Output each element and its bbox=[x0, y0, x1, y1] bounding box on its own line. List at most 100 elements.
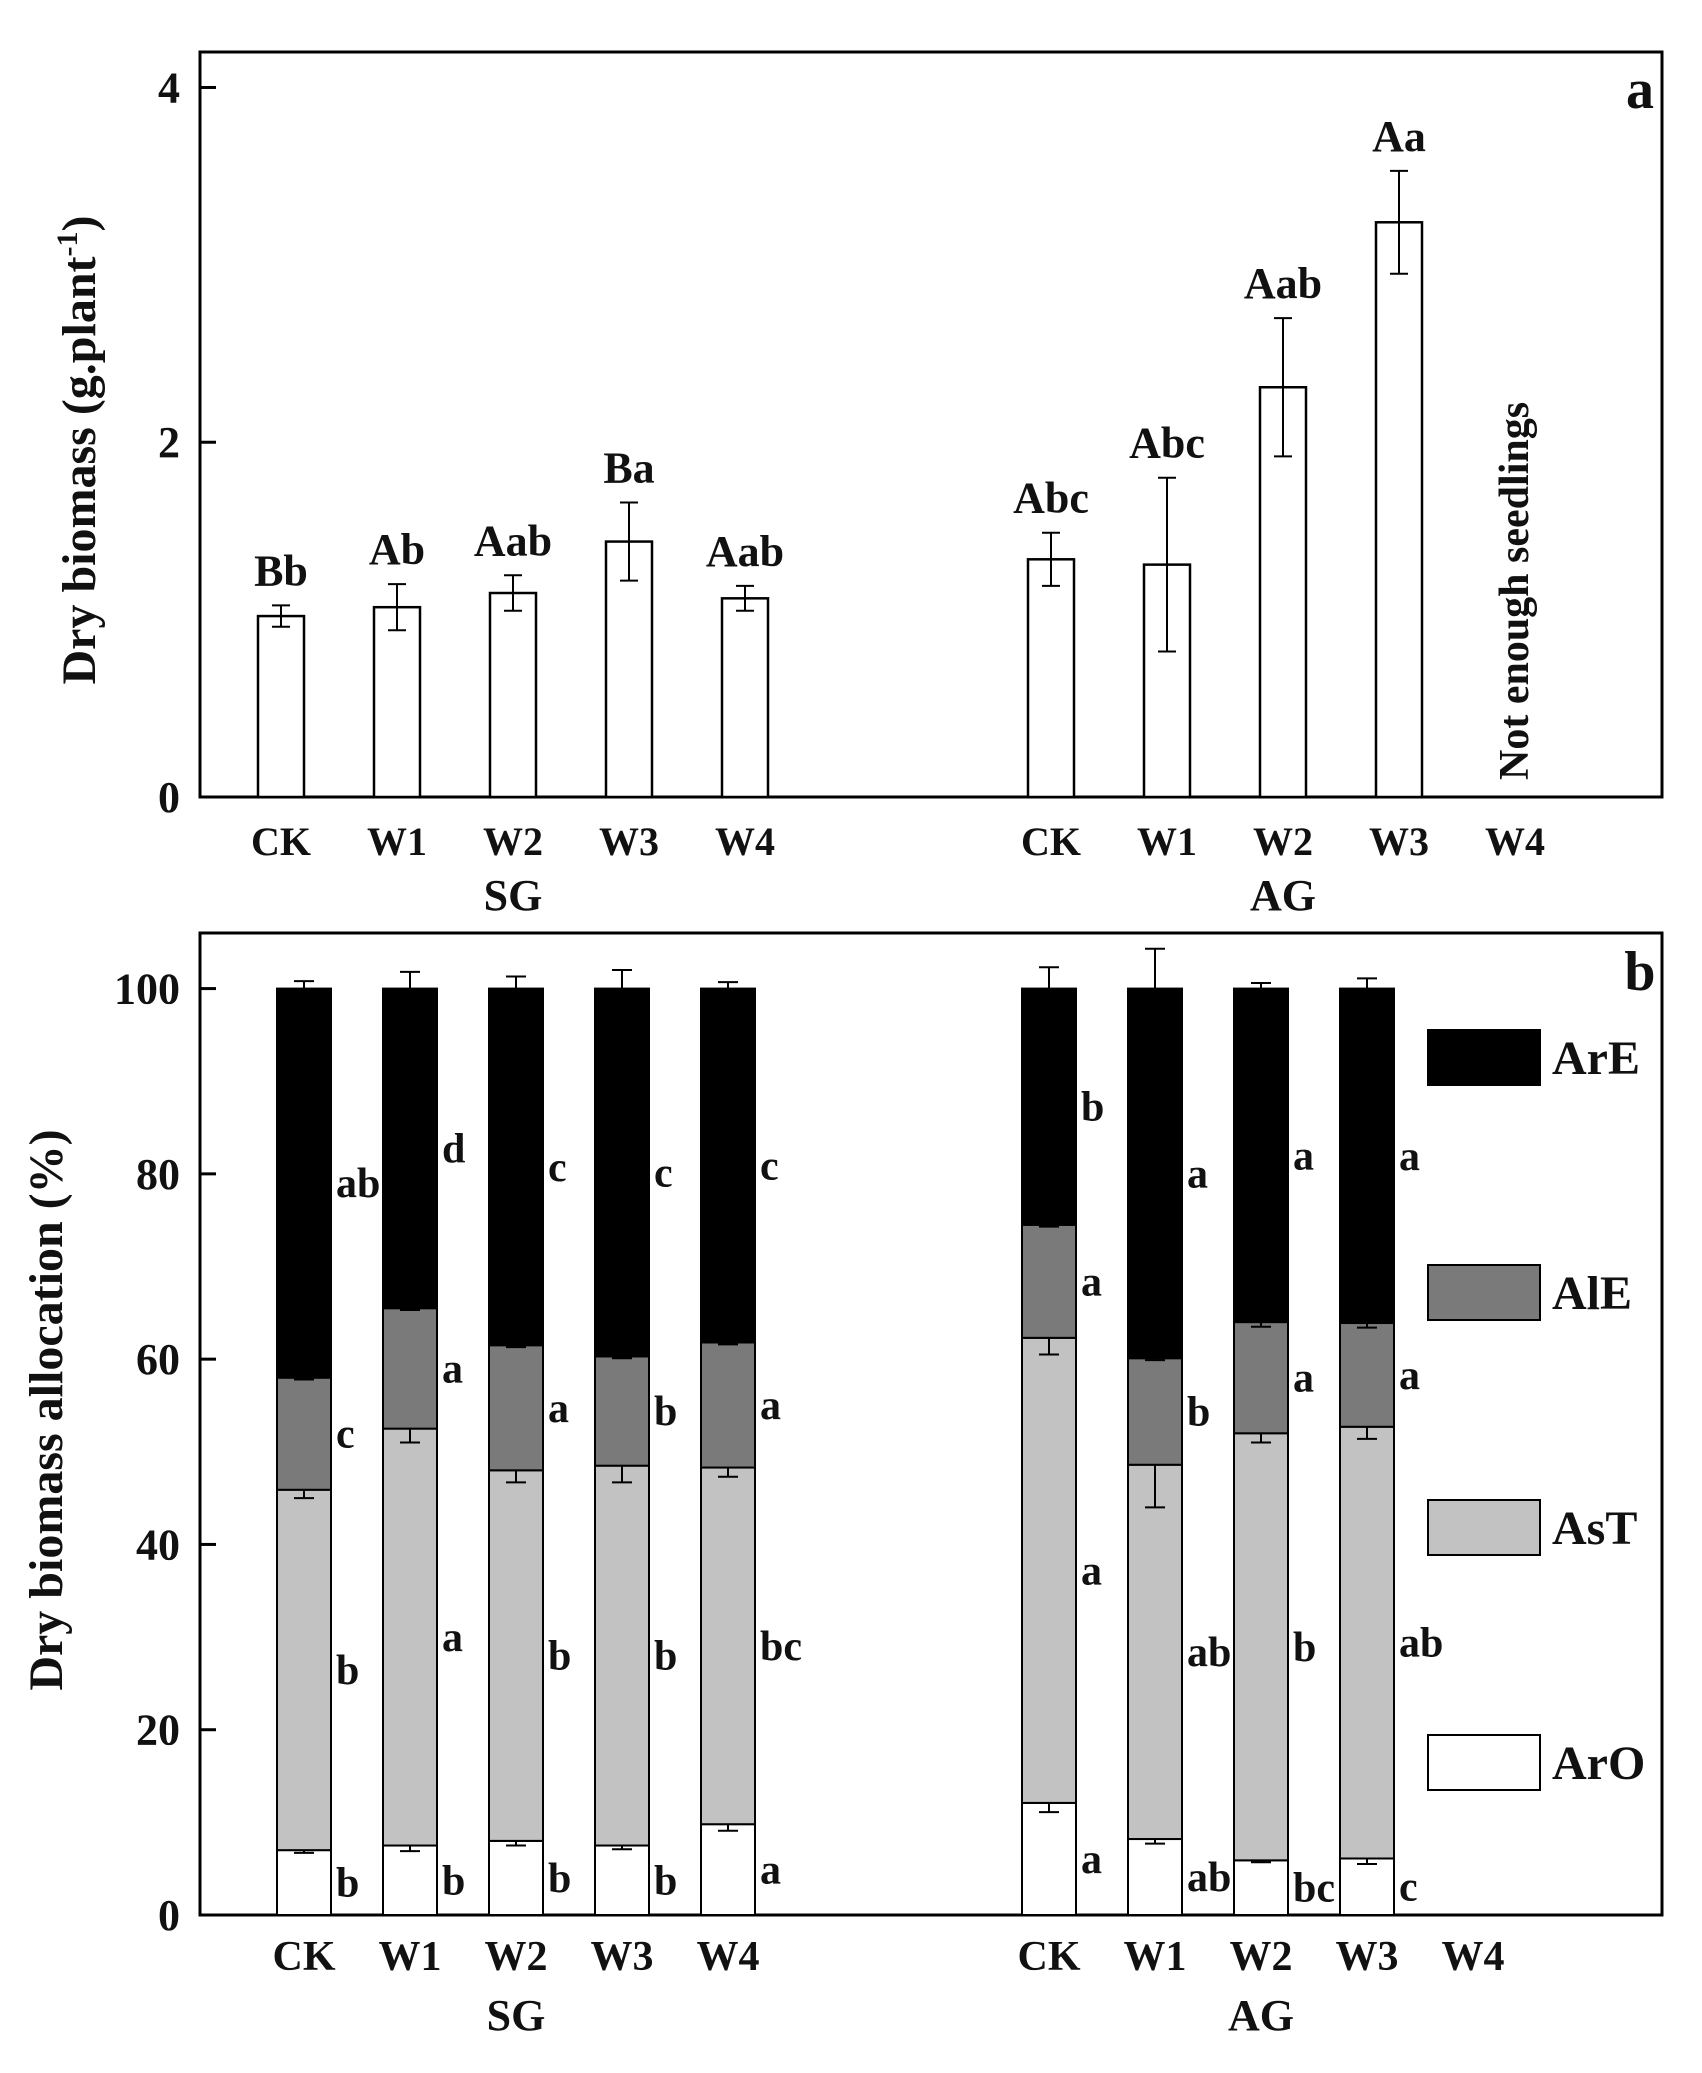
panel-b-significance-letter: c bbox=[336, 1412, 355, 1458]
panel-b-letter: b bbox=[1624, 941, 1655, 1003]
panel-b-y-tick-label: 100 bbox=[114, 965, 180, 1014]
panel-b-significance-letter: b bbox=[1187, 1389, 1210, 1435]
panel-b-significance-letter: b bbox=[654, 1858, 677, 1904]
panel-b-significance-letter: bc bbox=[1293, 1866, 1335, 1912]
svg-text:Dry biomass (g.plant-1): Dry biomass (g.plant-1) bbox=[51, 215, 106, 684]
panel-b-y-tick-label: 80 bbox=[136, 1150, 180, 1199]
panel-a-y-tick-label: 2 bbox=[158, 418, 180, 467]
legend-label-ast: AsT bbox=[1552, 1502, 1637, 1555]
legend-label-aro: ArO bbox=[1552, 1737, 1645, 1790]
panel-b-bar-segment-are bbox=[488, 987, 544, 1347]
panel-b-x-tick-label: W2 bbox=[485, 1934, 548, 1980]
panel-b-significance-letter: b bbox=[654, 1634, 677, 1680]
panel-b-significance-letter: b bbox=[336, 1648, 359, 1694]
panel-b-significance-letter: a bbox=[1081, 1837, 1102, 1883]
panel-b-y-tick-label: 60 bbox=[136, 1335, 180, 1384]
panel-a-plot: 0 2 4 CK Bb W1 Ab W2 Aab W3 Ba W4 Aab SG CK Abc W1 Abc W2 A… bbox=[158, 63, 1545, 920]
panel-b-bar-segment-aro bbox=[1339, 1857, 1395, 1916]
legend-label-are: ArE bbox=[1552, 1032, 1640, 1085]
panel-a-bar bbox=[372, 605, 422, 799]
panel-b-significance-letter: a bbox=[760, 1848, 781, 1894]
panel-b-bar-segment-ale bbox=[1339, 1322, 1395, 1428]
panel-b-plot: 020406080100CKbbcabW1baadW2bbacW3bbbcW4a… bbox=[114, 947, 1505, 2040]
panel-b-bar-segment-ast bbox=[382, 1427, 438, 1847]
panel-b-significance-letter: c bbox=[760, 1144, 779, 1190]
panel-b-x-tick-label: W3 bbox=[591, 1934, 654, 1980]
legend-label-ale: AlE bbox=[1552, 1267, 1632, 1320]
panel-b-significance-letter: b bbox=[1293, 1625, 1316, 1671]
panel-a-significance-letter: Aab bbox=[474, 516, 552, 565]
panel-a-y-label-main: Dry biomass (g.plant bbox=[53, 256, 106, 684]
panel-b-significance-letter: c bbox=[548, 1145, 567, 1191]
panel-a-bar bbox=[1374, 221, 1424, 799]
panel-b-bar-segment-ale bbox=[382, 1307, 438, 1430]
panel-b-significance-letter: ab bbox=[1187, 1630, 1231, 1676]
panel-a-y-tick-label: 0 bbox=[158, 773, 180, 822]
panel-b-bar-segment-are bbox=[1127, 987, 1183, 1360]
panel-b-bar-segment-are bbox=[700, 987, 756, 1344]
panel-a-significance-letter: Aab bbox=[706, 527, 784, 576]
panel-b-x-tick-label: W1 bbox=[1124, 1934, 1187, 1980]
panel-b-x-tick-label: W4 bbox=[697, 1934, 760, 1980]
panel-b-bar-segment-aro bbox=[382, 1844, 438, 1917]
panel-b-significance-letter: b bbox=[1081, 1085, 1104, 1131]
panel-b-y-tick-label: 20 bbox=[136, 1706, 180, 1755]
panel-b-significance-letter: a bbox=[1293, 1356, 1314, 1402]
panel-b-significance-letter: ab bbox=[1187, 1855, 1231, 1901]
panel-a-significance-letter: Ab bbox=[369, 525, 425, 574]
panel-b-bar-segment-ale bbox=[1127, 1357, 1183, 1466]
panel-b-bar-segment-are bbox=[382, 987, 438, 1310]
panel-a-significance-letter: Ba bbox=[603, 444, 654, 493]
panel-a-bar bbox=[604, 540, 654, 799]
panel-b-legend: ArE AlE AsT ArO bbox=[1427, 1029, 1645, 1791]
panel-b-bar-segment-aro bbox=[700, 1823, 756, 1916]
legend-swatch-ale bbox=[1427, 1264, 1541, 1321]
panel-b-bar-segment-ale bbox=[1021, 1223, 1077, 1339]
panel-a-bar bbox=[1026, 558, 1076, 799]
panel-b-bar-segment-ast bbox=[276, 1488, 332, 1852]
panel-b-group-label: AG bbox=[1228, 1991, 1294, 2040]
panel-b-bar-segment-aro bbox=[488, 1839, 544, 1917]
panel-b-significance-letter: a bbox=[442, 1615, 463, 1661]
legend-swatch-are bbox=[1427, 1029, 1541, 1086]
panel-b-significance-letter: d bbox=[442, 1126, 465, 1172]
panel-b-y-tick-label: 0 bbox=[158, 1891, 180, 1940]
panel-a-significance-letter: Abc bbox=[1013, 474, 1089, 523]
panel-a-significance-letter: Aab bbox=[1244, 259, 1322, 308]
panel-b-significance-letter: a bbox=[1081, 1548, 1102, 1594]
panel-b-bar-segment-ale bbox=[488, 1344, 544, 1472]
panel-b-bar-segment-aro bbox=[594, 1844, 650, 1917]
panel-b-bar-segment-aro bbox=[1233, 1859, 1289, 1917]
panel-b-group-label: SG bbox=[487, 1991, 546, 2040]
panel-b-bar-segment-ast bbox=[1021, 1336, 1077, 1804]
panel-b-significance-letter: ab bbox=[336, 1161, 380, 1207]
panel-b-bar-segment-ast bbox=[1127, 1463, 1183, 1841]
panel-b-bar-segment-ale bbox=[276, 1376, 332, 1491]
panel-b-bar-segment-ale bbox=[1233, 1321, 1289, 1435]
panel-a-bar bbox=[720, 597, 770, 799]
panel-a-bar bbox=[488, 591, 538, 799]
panel-a-x-tick-label: W3 bbox=[599, 819, 659, 864]
panel-b-bar-segment-aro bbox=[1021, 1801, 1077, 1917]
panel-a-y-label-tail: ) bbox=[53, 215, 106, 231]
panel-b-bar-segment-are bbox=[594, 987, 650, 1358]
panel-a-x-tick-label: W3 bbox=[1369, 819, 1429, 864]
panel-a-bar bbox=[256, 614, 306, 799]
panel-b-bar-segment-ale bbox=[700, 1341, 756, 1469]
panel-b-y-tick-label: 40 bbox=[136, 1520, 180, 1569]
panel-b-bar-segment-aro bbox=[276, 1849, 332, 1917]
panel-b-bar-segment-are bbox=[1339, 987, 1395, 1325]
panel-a-x-tick-label: W2 bbox=[483, 819, 543, 864]
legend-swatch-aro bbox=[1427, 1734, 1541, 1791]
panel-b-significance-letter: a bbox=[1399, 1353, 1420, 1399]
panel-b-significance-letter: a bbox=[548, 1386, 569, 1432]
panel-b-bar-segment-ast bbox=[488, 1469, 544, 1842]
panel-b-significance-letter: a bbox=[1187, 1151, 1208, 1197]
panel-b-bar-segment-ast bbox=[1339, 1425, 1395, 1860]
panel-b-x-tick-label: W3 bbox=[1336, 1934, 1399, 1980]
panel-a-group-label: AG bbox=[1250, 871, 1316, 920]
panel-b-bar-segment-are bbox=[1233, 987, 1289, 1324]
panel-b-bar-segment-ale bbox=[594, 1355, 650, 1467]
panel-a-x-tick-label: CK bbox=[1021, 819, 1081, 864]
